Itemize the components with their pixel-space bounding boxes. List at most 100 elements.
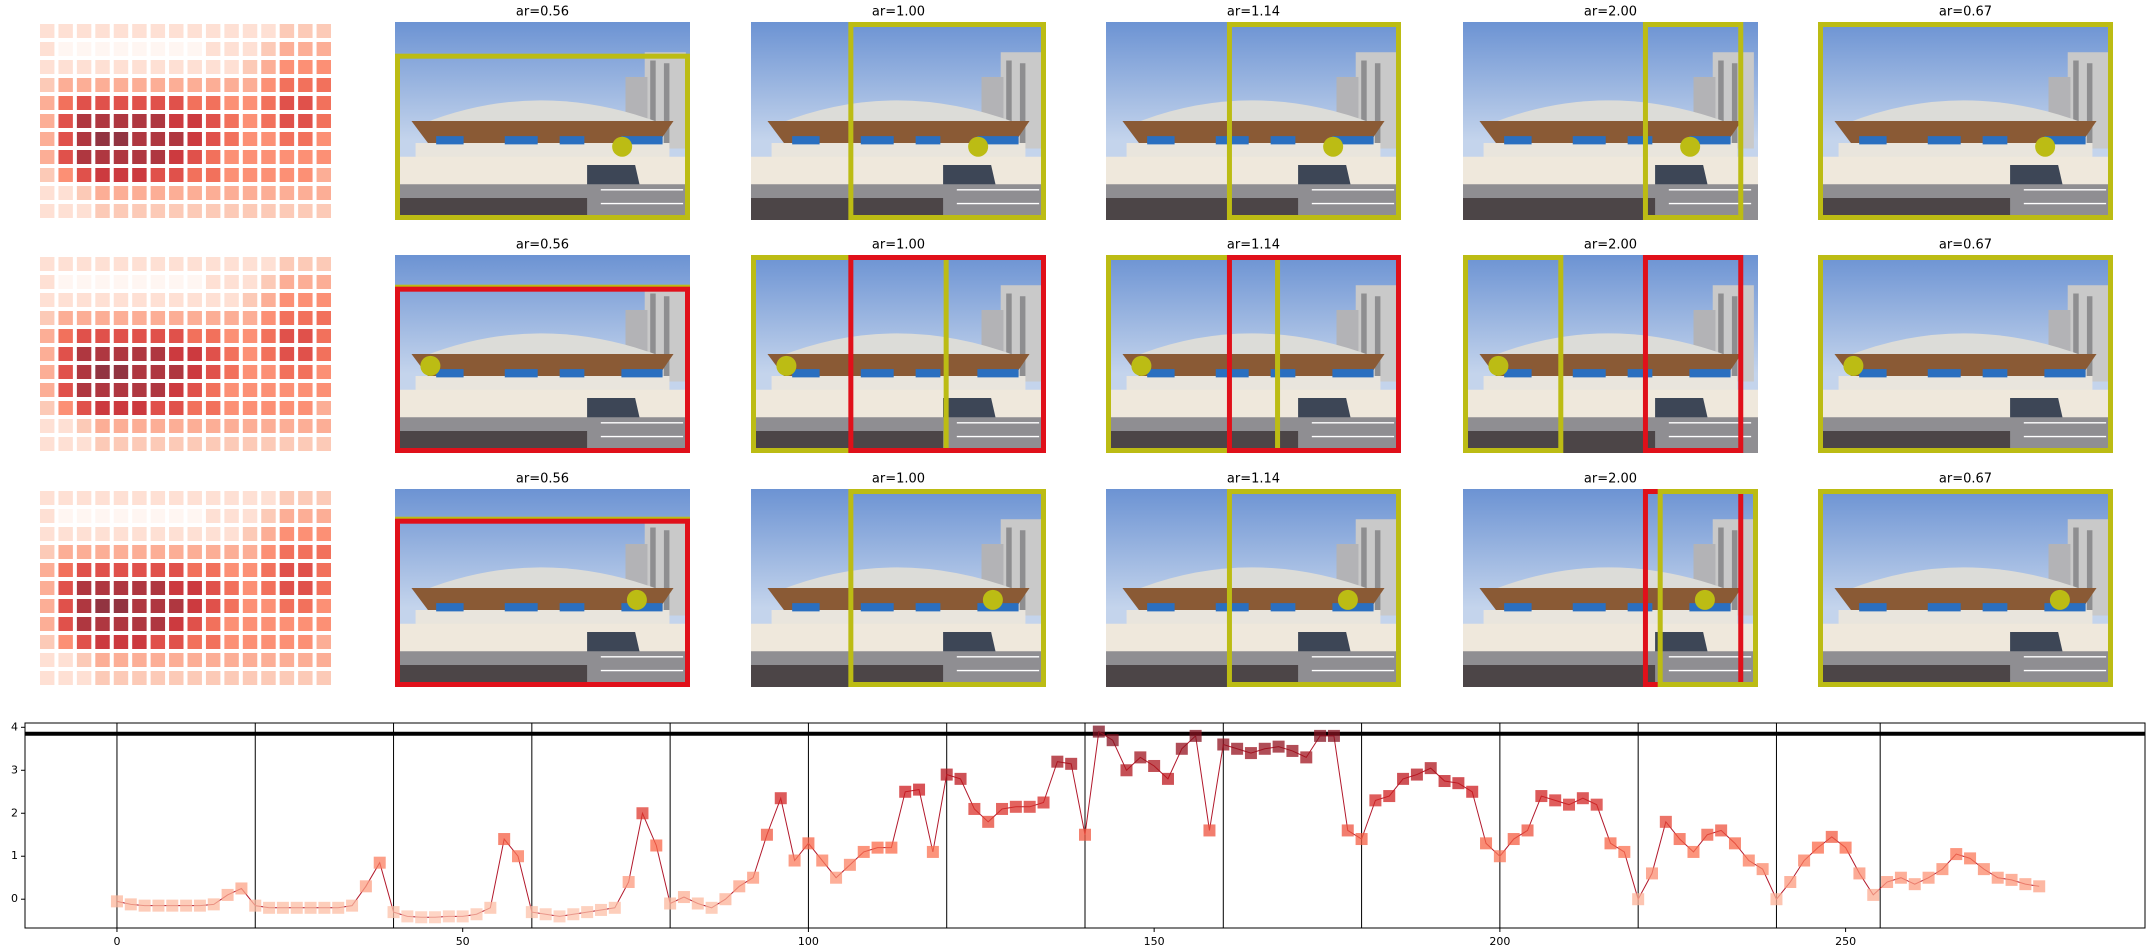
heatmap-cell xyxy=(261,545,276,559)
heatmap-cell xyxy=(40,581,55,595)
heatmap-cell xyxy=(58,347,73,361)
series-marker xyxy=(1770,893,1783,906)
series-marker xyxy=(760,828,773,841)
series-marker xyxy=(1756,863,1769,876)
heatmap-cell xyxy=(40,168,55,182)
series-marker xyxy=(1991,871,2004,884)
heatmap-cell xyxy=(58,114,73,128)
heatmap-cell xyxy=(205,347,221,361)
heatmap-cell xyxy=(113,24,129,38)
heatmap-cell xyxy=(279,365,295,379)
heatmap-cell xyxy=(76,545,92,559)
heatmap-cell xyxy=(261,383,276,397)
heatmap-cell xyxy=(316,78,331,92)
heatmap-cell xyxy=(40,365,55,379)
heatmap-cell xyxy=(58,293,73,307)
heatmap-cell xyxy=(261,78,276,92)
point-marker xyxy=(1488,355,1509,376)
heatmap-cell xyxy=(150,204,166,218)
heatmap-cell xyxy=(261,204,276,218)
heatmap-cell xyxy=(95,275,110,289)
heatmap-cell xyxy=(187,491,202,505)
heatmap-cell xyxy=(298,491,313,505)
candidate-box xyxy=(395,286,690,453)
heatmap-cell xyxy=(58,257,73,271)
heatmap-cell xyxy=(242,419,258,433)
series-marker xyxy=(373,856,386,869)
heatmap-cell xyxy=(169,617,184,631)
heatmap-cell xyxy=(242,293,258,307)
heatmap-cell xyxy=(113,671,129,685)
heatmap-cell xyxy=(261,96,276,110)
heatmap-cell xyxy=(76,563,92,577)
heatmap-cell xyxy=(40,527,55,541)
crop-box xyxy=(848,22,1046,220)
series-marker xyxy=(110,895,123,908)
series-marker xyxy=(733,880,746,893)
heatmap-cell xyxy=(298,132,313,146)
heatmap-cell xyxy=(58,599,73,613)
heatmap-cell xyxy=(279,545,295,559)
heatmap-cell xyxy=(40,401,55,415)
series-marker xyxy=(1563,798,1576,811)
series-marker xyxy=(996,802,1009,815)
heatmap-cell xyxy=(224,186,239,200)
heatmap-cell xyxy=(76,204,92,218)
heatmap-cell xyxy=(298,527,313,541)
heatmap-cell xyxy=(261,563,276,577)
heatmap-cell xyxy=(224,563,239,577)
heatmap-cell xyxy=(242,60,258,74)
crop-box xyxy=(1106,255,1281,453)
heatmap-cell xyxy=(298,78,313,92)
heatmap-cell xyxy=(132,419,147,433)
series-marker xyxy=(774,792,787,805)
heatmap-cell xyxy=(224,42,239,56)
photo xyxy=(1106,489,1401,687)
series-marker xyxy=(249,899,262,912)
heatmap-cell xyxy=(298,635,313,649)
heatmap-cell xyxy=(76,186,92,200)
heatmap-cell xyxy=(224,509,239,523)
heatmap-cell xyxy=(113,563,129,577)
photo xyxy=(1463,255,1758,453)
heatmap-cell xyxy=(187,599,202,613)
heatmap-cell xyxy=(316,42,331,56)
heatmap-cell xyxy=(95,60,110,74)
heatmap-cell xyxy=(150,24,166,38)
heatmap-cell xyxy=(224,311,239,325)
heatmap-cell xyxy=(113,257,129,271)
heatmap-cell xyxy=(113,635,129,649)
heatmap-cell xyxy=(298,401,313,415)
series-marker xyxy=(401,910,414,923)
heatmap-cell xyxy=(76,635,92,649)
heatmap-cell xyxy=(187,365,202,379)
series-marker xyxy=(1493,850,1506,863)
series-marker xyxy=(1355,833,1368,846)
heatmap-cell xyxy=(95,96,110,110)
series-marker xyxy=(940,768,953,781)
heatmap-cell xyxy=(205,78,221,92)
heatmap-cell xyxy=(150,150,166,164)
heatmap-cell xyxy=(205,527,221,541)
panel-title: ar=0.56 xyxy=(516,238,569,253)
heatmap-cell xyxy=(76,653,92,667)
heatmap-cell xyxy=(169,329,184,343)
crop-box xyxy=(1818,22,2113,220)
heatmap-cell xyxy=(95,509,110,523)
y-tick-label: 4 xyxy=(11,720,18,733)
heatmap-cell xyxy=(169,275,184,289)
heatmap-cell xyxy=(187,563,202,577)
heatmap-cell xyxy=(187,347,202,361)
heatmap-cell xyxy=(279,311,295,325)
heatmap-cell xyxy=(40,42,55,56)
heatmap-cell xyxy=(113,365,129,379)
heatmap-cell xyxy=(76,419,92,433)
heatmap-cell xyxy=(58,653,73,667)
heatmap-cell xyxy=(187,635,202,649)
point-marker xyxy=(1694,589,1715,610)
heatmap-cell xyxy=(150,275,166,289)
series-marker xyxy=(318,901,331,914)
series-marker xyxy=(332,901,345,914)
heatmap-cell xyxy=(40,311,55,325)
heatmap-cell xyxy=(242,275,258,289)
